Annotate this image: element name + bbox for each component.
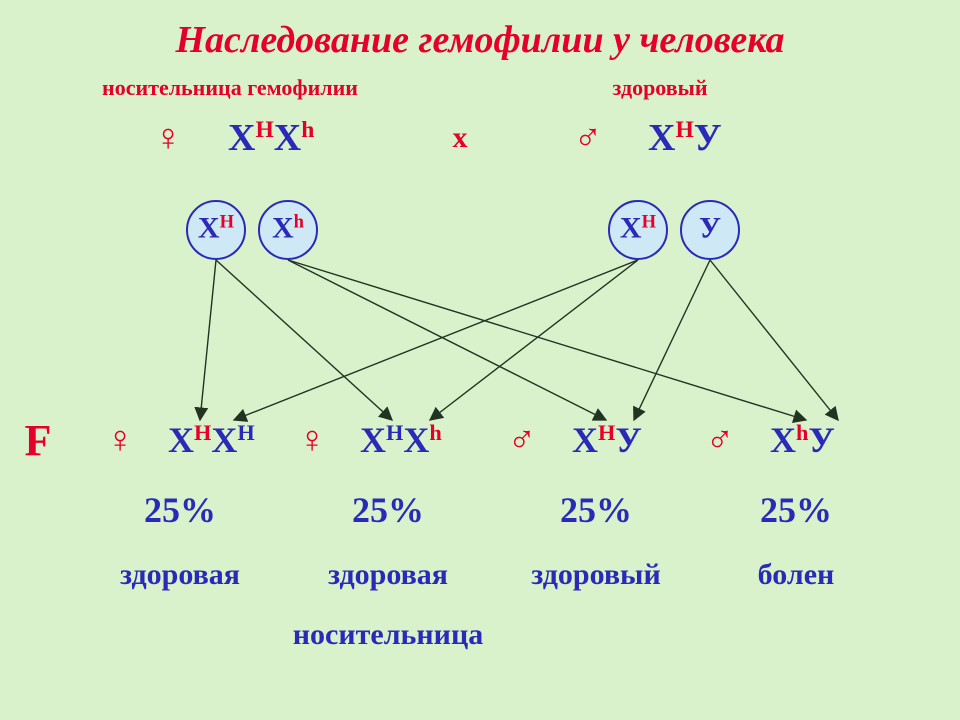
offspring-phenotype-1: здоровая bbox=[328, 558, 448, 592]
offspring-phenotype-0: здоровая bbox=[120, 558, 240, 592]
gamete-g-mother-1: ХH bbox=[186, 200, 246, 260]
offspring-percent-1: 25% bbox=[352, 489, 424, 531]
offspring-percent-0: 25% bbox=[144, 489, 216, 531]
offspring-symbol-0: ♀ bbox=[106, 418, 135, 462]
offspring-phenotype2-1: носительница bbox=[293, 618, 484, 652]
cross-arrows bbox=[0, 0, 960, 720]
mother-symbol: ♀ bbox=[154, 116, 183, 160]
gamete-g-father-1: ХH bbox=[608, 200, 668, 260]
offspring-phenotype-2: здоровый bbox=[531, 558, 661, 592]
gamete-g-mother-2: Хh bbox=[258, 200, 318, 260]
father-genotype: ХHУ bbox=[648, 116, 722, 160]
mother-genotype: ХHХh bbox=[228, 116, 314, 160]
offspring-symbol-3: ♂ bbox=[706, 418, 735, 462]
diagram-title: Наследование гемофилии у человека bbox=[175, 18, 784, 62]
mother-label: носительница гемофилии bbox=[102, 75, 358, 101]
offspring-percent-2: 25% bbox=[560, 489, 632, 531]
gamete-g-father-2: У bbox=[680, 200, 740, 260]
offspring-phenotype-3: болен bbox=[758, 558, 835, 592]
offspring-genotype-3: ХhУ bbox=[770, 419, 835, 461]
cross-symbol: х bbox=[453, 121, 468, 155]
offspring-genotype-1: ХHХh bbox=[360, 419, 442, 461]
offspring-percent-3: 25% bbox=[760, 489, 832, 531]
offspring-symbol-1: ♀ bbox=[298, 418, 327, 462]
offspring-genotype-0: ХHХH bbox=[168, 419, 255, 461]
offspring-genotype-2: ХHУ bbox=[572, 419, 642, 461]
f-generation-label: F bbox=[25, 415, 52, 466]
offspring-symbol-2: ♂ bbox=[508, 418, 537, 462]
genetics-cross-diagram: Наследование гемофилии у человека носител… bbox=[0, 0, 960, 720]
father-symbol: ♂ bbox=[574, 116, 603, 160]
father-label: здоровый bbox=[613, 75, 708, 101]
